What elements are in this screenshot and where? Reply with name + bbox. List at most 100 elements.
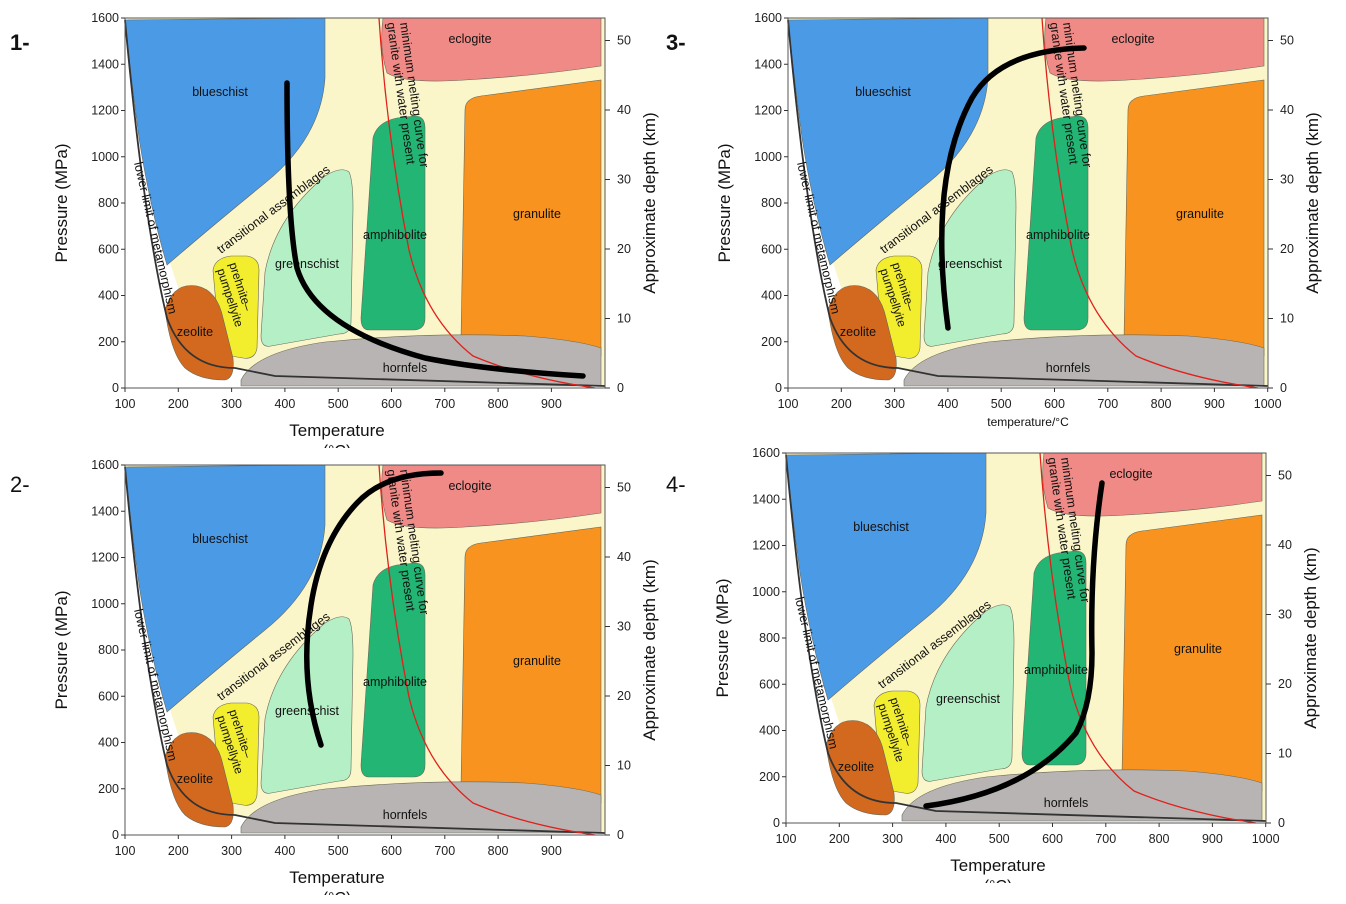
depth-tick-label: 50 — [1280, 34, 1294, 48]
hornfels-zone — [240, 334, 602, 387]
y-tick-label: 400 — [761, 289, 782, 303]
y-axis-label: Pressure (MPa) — [55, 143, 71, 262]
y2-axis-label: Approximate depth (km) — [640, 559, 659, 740]
label-greenschist: greenschist — [936, 692, 1000, 706]
x-axis-label: Temperature — [289, 868, 384, 887]
x-axis-label-unit: (°C) — [984, 878, 1013, 883]
lower-limit-line — [124, 466, 606, 834]
facies-diagram: blueschist eclogite granulite amphibolit… — [718, 11, 1322, 429]
lower-limit-line — [787, 19, 1269, 387]
pt-path-arrow — [923, 480, 1105, 809]
y-tick-label: 800 — [98, 643, 119, 657]
eclogite-zone — [381, 17, 602, 82]
x-tick-label: 100 — [778, 397, 799, 411]
y-tick-label: 1400 — [91, 57, 119, 71]
x-tick-label: 1000 — [1254, 397, 1282, 411]
amphibolite-zone — [1023, 115, 1089, 331]
y-tick-label: 1000 — [752, 585, 780, 599]
x-tick-label: 600 — [1044, 397, 1065, 411]
x-axis-label: Temperature — [950, 856, 1045, 875]
label-blueschist: blueschist — [855, 85, 911, 99]
melting-curve — [378, 464, 596, 836]
melting-curve — [1041, 17, 1259, 389]
y-tick-label: 600 — [759, 677, 780, 691]
hornfels-zone — [901, 769, 1263, 822]
zeolite-zone — [164, 732, 234, 828]
x-tick-label: 500 — [989, 832, 1010, 846]
pressure-axis-ticks: 0 200 400 600 800 1000 1200 1400 1600 — [754, 11, 788, 395]
panel-number: 4- — [666, 472, 686, 497]
y-tick-label: 400 — [759, 724, 780, 738]
depth-axis-ticks: 0 10 20 30 40 50 — [605, 34, 631, 395]
label-granulite: granulite — [1176, 207, 1224, 221]
panel-number: 3- — [666, 30, 686, 55]
depth-tick-label: 40 — [1278, 538, 1292, 552]
panel-number: 1- — [10, 30, 30, 55]
label-hornfels: hornfels — [1046, 361, 1090, 375]
y-tick-label: 600 — [761, 242, 782, 256]
x-tick-label: 800 — [488, 397, 509, 411]
label-zeolite: zeolite — [838, 760, 874, 774]
y-tick-label: 1600 — [752, 446, 780, 460]
label-granulite: granulite — [513, 207, 561, 221]
depth-tick-label: 30 — [617, 173, 631, 187]
x-tick-label: 400 — [935, 832, 956, 846]
x-tick-label: 700 — [434, 397, 455, 411]
unmetamorphosed-zone — [786, 453, 1266, 823]
x-tick-label: 300 — [882, 832, 903, 846]
depth-tick-label: 30 — [1280, 173, 1294, 187]
blueschist-zone — [124, 464, 326, 713]
y-tick-label: 1200 — [754, 104, 782, 118]
eclogite-zone — [1044, 17, 1265, 82]
hornfels-zone — [903, 334, 1265, 387]
depth-axis-ticks: 0 10 20 30 40 50 — [1268, 34, 1294, 395]
depth-tick-label: 40 — [617, 550, 631, 564]
x-tick-label: 700 — [1097, 397, 1118, 411]
y-tick-label: 800 — [761, 196, 782, 210]
x-tick-label: 300 — [221, 397, 242, 411]
y-tick-label: 1200 — [91, 104, 119, 118]
label-blueschist: blueschist — [853, 520, 909, 534]
x-axis-label: Temperature — [289, 421, 384, 440]
y-tick-label: 1600 — [91, 11, 119, 25]
depth-tick-label: 10 — [1278, 747, 1292, 761]
temperature-axis-ticks: 100 200 300 400 500 600 700 800 900 1000 — [778, 388, 1282, 411]
facies-diagram: blueschist eclogite granulite amphibolit… — [55, 11, 659, 448]
y-tick-label: 1200 — [91, 551, 119, 565]
x-tick-label: 700 — [1095, 832, 1116, 846]
label-granulite: granulite — [1174, 642, 1222, 656]
label-hornfels: hornfels — [383, 808, 427, 822]
label-amphibolite: amphibolite — [1026, 228, 1090, 242]
greenschist-zone — [260, 169, 354, 347]
x-tick-label: 800 — [1149, 832, 1170, 846]
x-tick-label: 900 — [1202, 832, 1223, 846]
x-tick-label: 600 — [381, 397, 402, 411]
temperature-axis-ticks: 100 200 300 400 500 600 700 800 900 1000 — [776, 823, 1280, 846]
y-tick-label: 400 — [98, 289, 119, 303]
y-tick-label: 200 — [759, 770, 780, 784]
depth-tick-label: 0 — [617, 828, 624, 842]
x-tick-label: 900 — [541, 844, 562, 858]
depth-tick-label: 0 — [617, 381, 624, 395]
eclogite-zone — [381, 464, 602, 529]
y-tick-label: 1400 — [91, 504, 119, 518]
unmetamorphosed-zone — [788, 18, 1268, 388]
zeolite-zone — [164, 285, 234, 381]
y-tick-label: 1000 — [91, 597, 119, 611]
x-tick-label: 1000 — [1252, 832, 1280, 846]
depth-tick-label: 10 — [617, 759, 631, 773]
temperature-axis-ticks: 100 200 300 400 500 600 700 800 900 — [115, 388, 562, 411]
label-amphibolite: amphibolite — [363, 675, 427, 689]
y-tick-label: 400 — [98, 736, 119, 750]
facies-diagram: blueschist eclogite granulite amphibolit… — [716, 446, 1320, 883]
unmetamorphosed-zone — [125, 465, 605, 835]
y-tick-label: 1000 — [91, 150, 119, 164]
y-tick-label: 0 — [112, 381, 119, 395]
pressure-axis-ticks: 0 200 400 600 800 1000 1200 1400 1600 — [91, 11, 125, 395]
label-hornfels: hornfels — [383, 361, 427, 375]
pressure-axis-ticks: 0 200 400 600 800 1000 1200 1400 1600 — [91, 458, 125, 842]
depth-tick-label: 50 — [1278, 469, 1292, 483]
x-tick-label: 500 — [328, 397, 349, 411]
depth-tick-label: 30 — [1278, 608, 1292, 622]
x-tick-label: 900 — [1204, 397, 1225, 411]
